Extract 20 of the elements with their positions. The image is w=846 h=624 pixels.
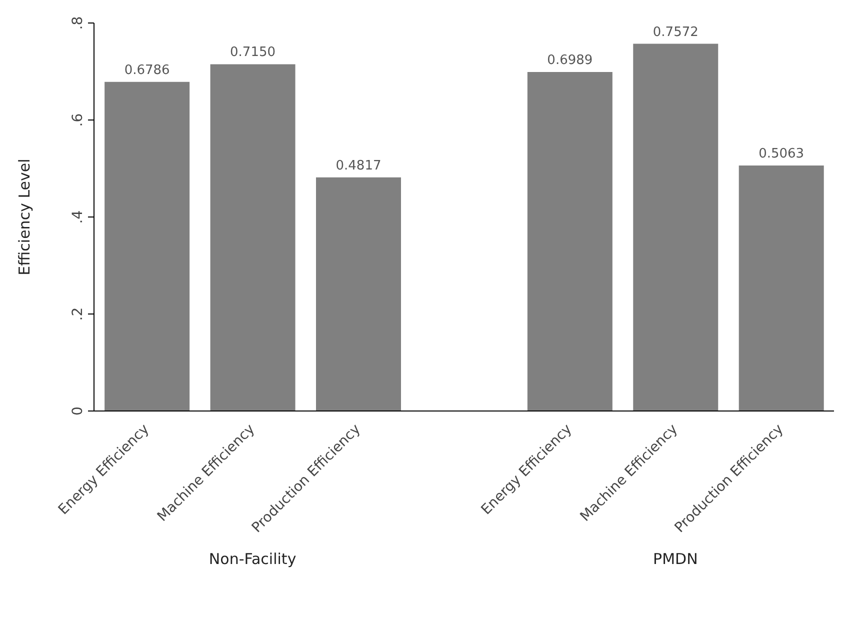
y-tick-label: .2 xyxy=(70,307,86,321)
y-tick-label: .8 xyxy=(70,16,86,30)
data-label: 0.4817 xyxy=(336,158,382,174)
bar xyxy=(527,72,612,411)
text: Non-Facility xyxy=(208,550,296,568)
bar xyxy=(633,44,718,411)
y-axis-title: Efficiency Level xyxy=(15,158,34,276)
data-label: 0.5063 xyxy=(758,146,804,162)
y-tick-label: .4 xyxy=(70,210,86,224)
bar xyxy=(738,165,824,411)
bar xyxy=(316,177,401,411)
data-label: 0.7150 xyxy=(230,45,276,60)
y-tick-label: 0 xyxy=(70,406,86,416)
data-label: 0.7572 xyxy=(652,24,698,40)
bar xyxy=(104,82,190,411)
bar xyxy=(210,64,296,411)
data-label: 0.6786 xyxy=(124,62,170,78)
text: PMDN xyxy=(653,550,698,568)
y-tick-label: .6 xyxy=(70,113,86,127)
data-label: 0.6989 xyxy=(547,53,593,68)
